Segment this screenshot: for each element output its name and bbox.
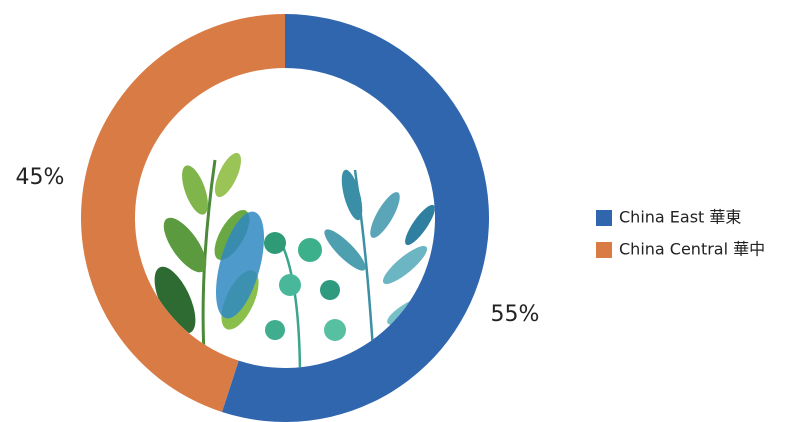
legend-swatch [596, 242, 612, 258]
legend-swatch [596, 210, 612, 226]
legend-label: China Central 華中 [619, 240, 765, 259]
legend-label: China East 華東 [619, 208, 741, 227]
donut-slice [221, 14, 489, 422]
value-label: 55% [491, 302, 540, 327]
plant-illustration [154, 152, 435, 368]
donut-slice [81, 14, 285, 413]
value-label: 45% [16, 165, 65, 190]
